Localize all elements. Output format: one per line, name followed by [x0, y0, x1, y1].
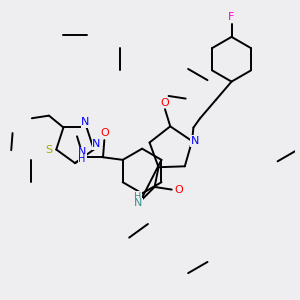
- Text: N: N: [134, 198, 142, 208]
- Text: H: H: [134, 192, 142, 202]
- Text: N: N: [92, 139, 100, 149]
- Text: N: N: [78, 148, 86, 158]
- Text: O: O: [175, 184, 183, 195]
- Text: N: N: [191, 136, 200, 146]
- Text: N: N: [81, 117, 89, 127]
- Text: S: S: [45, 145, 52, 154]
- Text: F: F: [228, 12, 235, 22]
- Text: O: O: [160, 98, 169, 108]
- Text: O: O: [100, 128, 109, 138]
- Text: H: H: [78, 154, 86, 164]
